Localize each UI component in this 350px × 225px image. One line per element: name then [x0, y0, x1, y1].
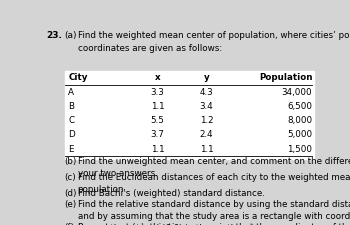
Text: (c): (c) — [64, 172, 76, 181]
Text: 1.2: 1.2 — [200, 115, 213, 124]
Text: (a): (a) — [64, 31, 77, 40]
Text: x: x — [155, 73, 161, 82]
Text: 2.4: 2.4 — [200, 130, 213, 139]
Text: Find the unweighted mean center, and comment on the differences between
your two: Find the unweighted mean center, and com… — [78, 156, 350, 177]
Text: C: C — [68, 115, 74, 124]
Text: 5,000: 5,000 — [287, 130, 312, 139]
Text: y: y — [204, 73, 209, 82]
Text: 1.1: 1.1 — [200, 144, 213, 153]
Text: 34,000: 34,000 — [282, 87, 312, 96]
Text: 5.5: 5.5 — [151, 115, 164, 124]
Text: D: D — [68, 130, 75, 139]
Text: 3.3: 3.3 — [151, 87, 164, 96]
Text: 3.7: 3.7 — [151, 130, 164, 139]
Text: 1.1: 1.1 — [151, 101, 164, 110]
Text: Find the relative standard distance by using the standard distance in part (d)
a: Find the relative standard distance by u… — [78, 199, 350, 225]
Text: (d): (d) — [64, 188, 77, 197]
Text: Find Bachi’s (weighted) standard distance.: Find Bachi’s (weighted) standard distanc… — [78, 188, 265, 197]
Text: Population: Population — [259, 73, 312, 82]
Text: E: E — [68, 144, 74, 153]
Text: 4.3: 4.3 — [199, 87, 213, 96]
Text: Find the Euclidean distances of each city to the weighted mean center of
populat: Find the Euclidean distances of each cit… — [78, 172, 350, 193]
Text: Repeat part (e), this time assuming that the coordinates of the rectangle range
: Repeat part (e), this time assuming that… — [78, 222, 350, 225]
Text: (b): (b) — [64, 156, 76, 165]
Text: 1.1: 1.1 — [151, 144, 164, 153]
Text: B: B — [68, 101, 74, 110]
Text: 1,500: 1,500 — [287, 144, 312, 153]
Text: 8,000: 8,000 — [287, 115, 312, 124]
Text: 6,500: 6,500 — [287, 101, 312, 110]
Text: City: City — [68, 73, 88, 82]
Text: (e): (e) — [64, 199, 76, 208]
Text: A: A — [68, 87, 74, 96]
Text: (f): (f) — [64, 222, 74, 225]
Text: Find the weighted mean center of population, where cities’ populations and
coord: Find the weighted mean center of populat… — [78, 31, 350, 52]
Bar — [65, 72, 314, 159]
Text: 23.: 23. — [47, 31, 62, 40]
Text: 3.4: 3.4 — [199, 101, 213, 110]
